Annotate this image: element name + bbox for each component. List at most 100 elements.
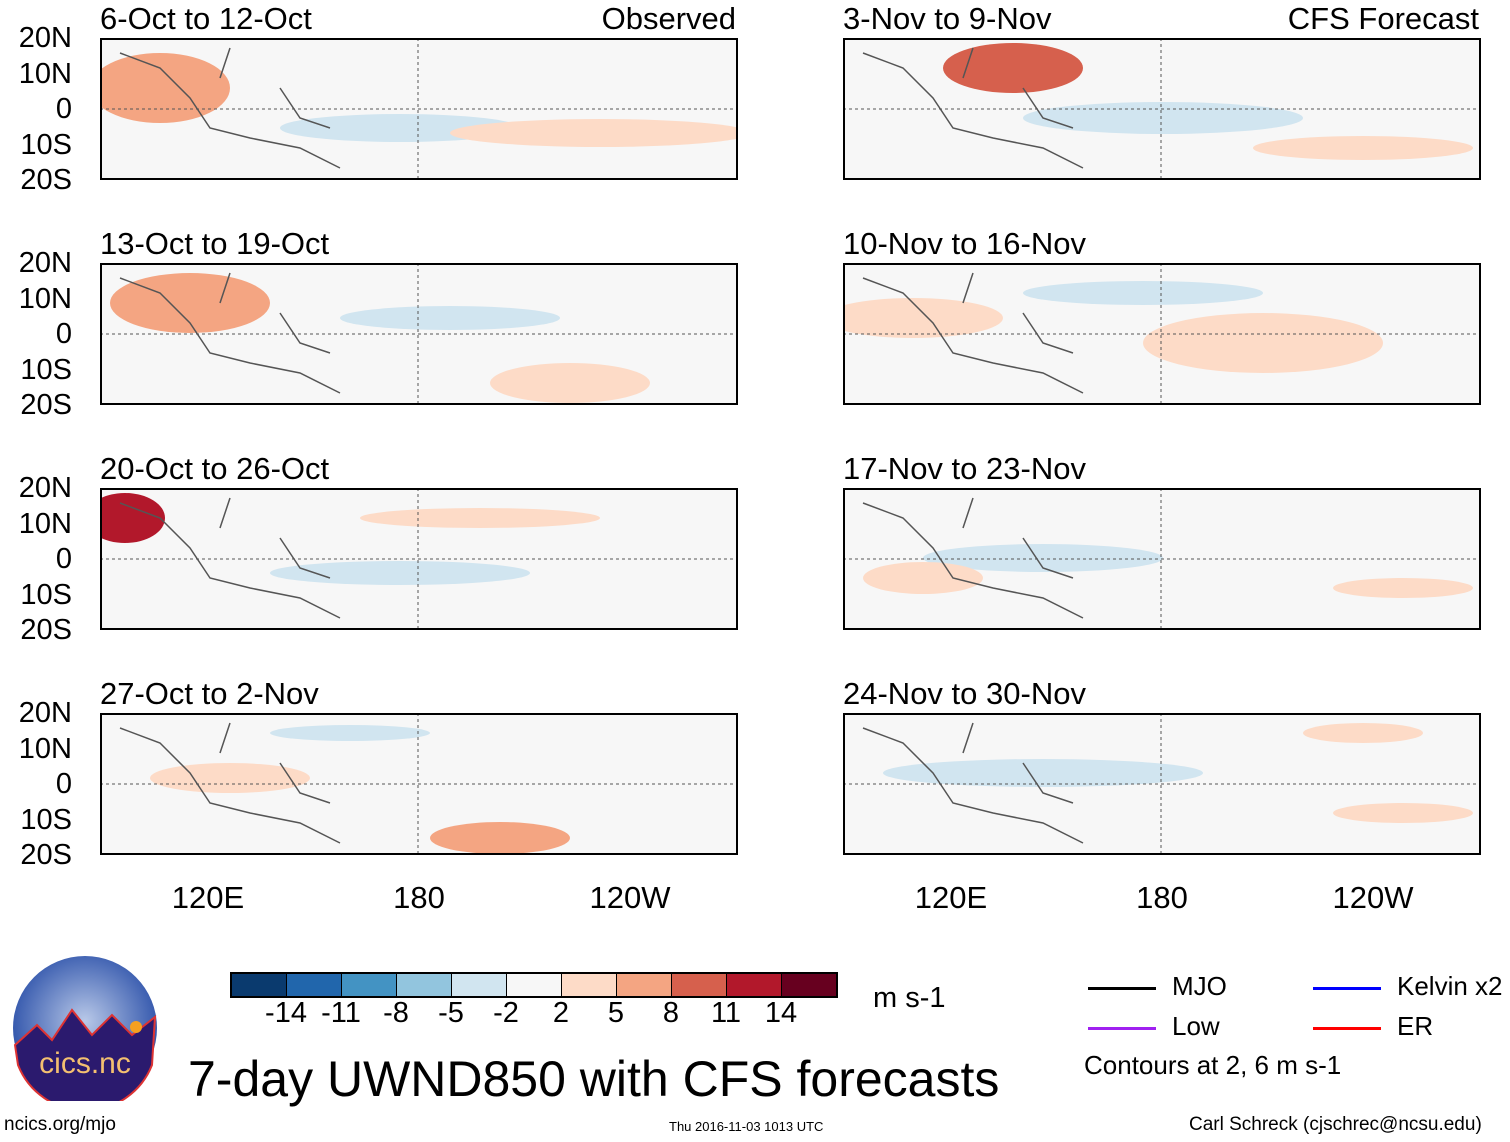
lat-label: 10S	[20, 353, 72, 386]
lat-label: 20S	[20, 839, 72, 871]
map-panel	[100, 713, 738, 855]
lat-label: 20N	[18, 22, 72, 54]
panel-title: 10-Nov to 16-Nov	[843, 226, 1086, 261]
lat-label: 0	[55, 93, 72, 125]
wind-anomaly-shading	[843, 298, 1003, 338]
map-panel	[843, 713, 1481, 855]
wind-anomaly-shading	[1023, 102, 1303, 134]
lat-label: 0	[55, 543, 72, 575]
colorbar-label: -11	[321, 997, 361, 1029]
panel-frame	[843, 38, 1481, 180]
panel-frame	[100, 263, 738, 405]
wind-anomaly-shading	[923, 544, 1163, 572]
coastline	[862, 497, 1084, 619]
colorbar-label: -2	[493, 997, 519, 1029]
wind-anomaly-shading	[360, 508, 600, 528]
map-panel	[100, 488, 738, 630]
colorbar-label: -8	[383, 997, 409, 1029]
lon-label: 120E	[171, 880, 245, 915]
coastline	[119, 497, 341, 619]
lat-label: 20N	[18, 472, 72, 504]
lat-label: 10S	[20, 128, 72, 161]
wind-anomaly-shading	[270, 725, 430, 741]
lat-label: 10S	[20, 803, 72, 836]
wind-anomaly-shading	[1253, 136, 1473, 160]
map-panel	[843, 38, 1481, 180]
colorbar-swatch	[562, 974, 617, 996]
panel-tag: Observed	[601, 1, 736, 36]
wind-anomaly-shading	[490, 363, 650, 403]
colorbar-label: 5	[607, 997, 625, 1029]
map-panel	[100, 263, 738, 405]
colorbar-swatch	[287, 974, 342, 996]
lat-label: 20N	[18, 247, 72, 279]
lat-label: 10N	[18, 732, 72, 765]
lat-label: 0	[55, 318, 72, 350]
coastline	[862, 272, 1084, 394]
footer-credit: Carl Schreck (cjschrec@ncsu.edu)	[1189, 1114, 1482, 1135]
panel-tag: CFS Forecast	[1287, 1, 1479, 36]
contour-note: Contours at 2, 6 m s-1	[1084, 1050, 1342, 1080]
wind-anomaly-shading	[450, 119, 738, 147]
colorbar-label: -14	[265, 997, 307, 1029]
panel-title: 20-Oct to 26-Oct	[100, 451, 330, 486]
panel-frame	[843, 488, 1481, 630]
wind-anomaly-shading	[110, 273, 270, 333]
footer-left[interactable]: ncics.org/mjo	[4, 1114, 116, 1135]
wind-anomaly-shading	[1333, 803, 1473, 823]
footer-timestamp: Thu 2016-11-03 1013 UTC	[669, 1119, 824, 1134]
coastline	[119, 722, 341, 844]
lat-label: 10N	[18, 507, 72, 540]
panel-frame	[100, 713, 738, 855]
colorbar-label: -5	[438, 997, 464, 1029]
lon-label: 180	[393, 880, 445, 915]
colorbar-swatch	[397, 974, 452, 996]
legend-line-kelvin-x2	[1313, 987, 1381, 990]
panel-title: 24-Nov to 30-Nov	[843, 676, 1086, 711]
lat-label: 20S	[20, 389, 72, 421]
coastline	[862, 47, 1084, 169]
legend-label: Kelvin x2	[1397, 971, 1503, 1001]
wind-anomaly-shading	[863, 562, 983, 594]
svg-text:cics.nc: cics.nc	[39, 1047, 131, 1080]
figure-title: 7-day UWND850 with CFS forecasts	[188, 1051, 1000, 1107]
wind-anomaly-shading	[270, 561, 530, 585]
legend-line-mjo	[1088, 987, 1156, 990]
wind-anomaly-shading	[883, 759, 1203, 787]
colorbar	[230, 972, 838, 998]
colorbar-swatch	[617, 974, 672, 996]
coastline	[862, 722, 1084, 844]
wind-anomaly-shading	[1303, 723, 1423, 743]
panel-title: 27-Oct to 2-Nov	[100, 676, 319, 711]
colorbar-swatch	[342, 974, 397, 996]
lat-label: 20S	[20, 164, 72, 196]
lat-label: 0	[55, 768, 72, 800]
colorbar-units: m s-1	[873, 982, 946, 1014]
lon-label: 120W	[589, 880, 671, 915]
lat-label: 20N	[18, 697, 72, 729]
legend-line-er	[1313, 1027, 1381, 1030]
lon-label: 180	[1136, 880, 1188, 915]
panel-title: 3-Nov to 9-Nov	[843, 1, 1052, 36]
colorbar-swatch	[782, 974, 836, 996]
colorbar-swatch	[452, 974, 507, 996]
panel-title: 17-Nov to 23-Nov	[843, 451, 1086, 486]
legend-label: ER	[1397, 1011, 1434, 1041]
colorbar-swatch	[507, 974, 562, 996]
lat-label: 10N	[18, 282, 72, 315]
colorbar-label: 11	[710, 997, 742, 1029]
wind-anomaly-shading	[1023, 281, 1263, 305]
lon-label: 120W	[1332, 880, 1414, 915]
wind-anomaly-shading	[1333, 578, 1473, 598]
panel-frame	[843, 263, 1481, 405]
coastline	[119, 47, 341, 169]
lon-label: 120E	[914, 880, 988, 915]
map-panel	[100, 38, 738, 180]
wind-anomaly-shading	[943, 43, 1083, 93]
colorbar-label: 8	[662, 997, 680, 1029]
panel-title: 6-Oct to 12-Oct	[100, 1, 312, 36]
wind-anomaly-shading	[430, 822, 570, 854]
lat-label: 10S	[20, 578, 72, 611]
panel-frame	[100, 488, 738, 630]
